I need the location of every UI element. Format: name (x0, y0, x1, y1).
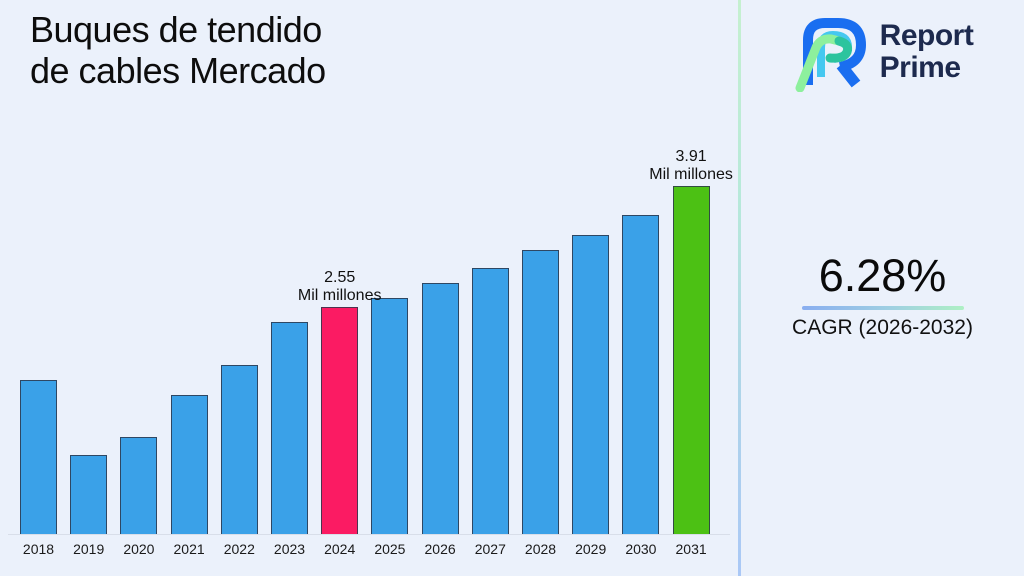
bar-2020 (120, 437, 158, 534)
brand-name-line1: Report (879, 19, 974, 52)
page-title: Buques de tendido de cables Mercado (30, 9, 326, 91)
year-label-2026: 2026 (424, 541, 456, 557)
cagr-value: 6.28% (818, 250, 947, 301)
page-title-line2: de cables Mercado (30, 50, 326, 91)
bar-2031 (672, 186, 710, 534)
bar-2026 (421, 283, 459, 534)
report-prime-logo-icon (795, 18, 866, 92)
annotation-value: 3.91 (675, 148, 707, 165)
year-label-2025: 2025 (374, 541, 406, 557)
bar-2023 (271, 322, 308, 534)
brand-logo: Report Prime (741, 12, 1024, 92)
annotation-2031: 3.91 Mil millones (616, 148, 766, 184)
year-label-2022: 2022 (223, 541, 255, 557)
annotation-value: 2.55 (324, 269, 356, 286)
brand-name-line2: Prime (879, 51, 961, 84)
bar-2018 (20, 380, 57, 534)
brand-name: Report Prime (880, 20, 974, 84)
bar-chart: 2018 2019 2020 2021 2022 2023 2024 2025 2026 2027… (8, 148, 733, 557)
bar-2029 (572, 235, 610, 534)
year-label-2018: 2018 (22, 541, 55, 557)
cagr-block: 6.28% CAGR (2026-2032) (741, 250, 1024, 340)
vertical-divider (738, 0, 741, 576)
year-label-2030: 2030 (625, 541, 657, 557)
year-label-2023: 2023 (273, 541, 306, 557)
cagr-label: CAGR (2026-2032) (792, 316, 973, 339)
year-label-2024: 2024 (324, 541, 356, 557)
year-label-2031: 2031 (675, 541, 707, 557)
bar-2025 (371, 298, 409, 534)
bar-2027 (471, 268, 509, 534)
annotation-2024: 2.55 Mil millones (265, 269, 415, 305)
year-label-2028: 2028 (524, 541, 557, 557)
right-panel: Report Prime 6.28% CAGR (2026-2032) (741, 0, 1024, 576)
year-label-2029: 2029 (575, 541, 607, 557)
annotation-unit: Mil millones (297, 287, 382, 304)
annotation-unit: Mil millones (649, 166, 733, 183)
year-label-2019: 2019 (73, 541, 105, 557)
cagr-underline (801, 306, 964, 310)
bar-2030 (622, 215, 660, 534)
year-label-2021: 2021 (173, 541, 205, 557)
page-title-line1: Buques de tendido (30, 9, 322, 50)
year-label-2027: 2027 (474, 541, 506, 557)
bar-2028 (522, 250, 559, 534)
bar-2022 (220, 365, 258, 534)
bar-2019 (70, 455, 108, 534)
bar-2021 (170, 395, 208, 534)
year-label-2020: 2020 (123, 541, 155, 557)
bar-2024 (321, 307, 359, 534)
x-axis-line (8, 534, 730, 535)
